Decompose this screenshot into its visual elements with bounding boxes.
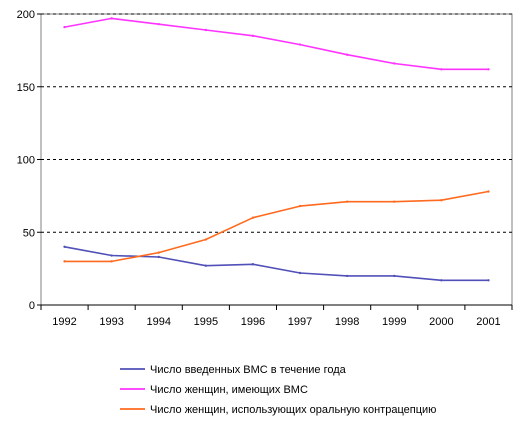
data-point (251, 263, 255, 266)
x-tick-label: 1999 (382, 316, 406, 328)
data-point (157, 22, 160, 26)
series-lines (63, 17, 490, 282)
data-point (298, 204, 302, 208)
y-tick-label: 50 (23, 227, 35, 239)
data-point (487, 190, 490, 193)
data-point (204, 28, 208, 32)
data-point (251, 216, 255, 219)
data-point (251, 34, 255, 38)
data-point (440, 279, 443, 282)
data-point (204, 238, 208, 241)
data-point (204, 264, 208, 267)
y-axis: 0 50 100 150 200 (17, 9, 41, 312)
data-point (487, 68, 490, 71)
y-tick-label: 200 (17, 9, 35, 21)
data-point (440, 68, 443, 71)
x-tick-label: 1998 (335, 316, 359, 328)
y-tick-label: 0 (29, 300, 35, 312)
data-point (393, 274, 396, 278)
data-point (393, 200, 396, 203)
data-point (63, 245, 66, 248)
legend-item-1: Число введенных ВМС в течение года (120, 364, 347, 376)
x-tick-label: 2001 (476, 316, 500, 328)
data-point (110, 260, 113, 263)
gridlines (41, 13, 512, 233)
data-point (298, 271, 302, 275)
data-point (345, 274, 349, 278)
data-point (345, 53, 349, 56)
x-tick-label: 1997 (288, 316, 312, 328)
y-tick-label: 150 (17, 82, 35, 94)
data-point (63, 260, 66, 263)
legend: Число введенных ВМС в течение года Число … (120, 364, 436, 416)
x-tick-label: 1993 (99, 316, 123, 328)
x-tick-label: 1996 (241, 316, 265, 328)
legend-label: Число женщин, использующих оральную конт… (150, 404, 436, 416)
x-tick-label: 2000 (429, 316, 453, 328)
data-point (393, 62, 396, 65)
x-tick-label: 1992 (52, 316, 76, 328)
series-line-2 (64, 17, 489, 71)
legend-item-3: Число женщин, использующих оральную конт… (120, 404, 436, 416)
x-tick-label: 1994 (147, 316, 171, 328)
data-point (440, 199, 443, 202)
x-tick-label: 1995 (194, 316, 218, 328)
data-point (110, 254, 113, 257)
x-axis: 1992 1993 1994 1995 1996 1997 1998 1999 2000 2001 (40, 304, 513, 328)
y-tick-label: 100 (17, 155, 35, 167)
series-line-3 (64, 190, 489, 263)
legend-label: Число женщин, имеющих ВМС (150, 384, 308, 396)
data-point (157, 251, 160, 254)
legend-label: Число введенных ВМС в течение года (150, 364, 347, 376)
data-point (345, 200, 349, 203)
legend-item-2: Число женщин, имеющих ВМС (120, 384, 308, 396)
data-point (157, 255, 160, 259)
data-point (298, 43, 302, 46)
data-point (63, 25, 66, 29)
data-point (110, 17, 113, 20)
data-point (487, 279, 490, 282)
